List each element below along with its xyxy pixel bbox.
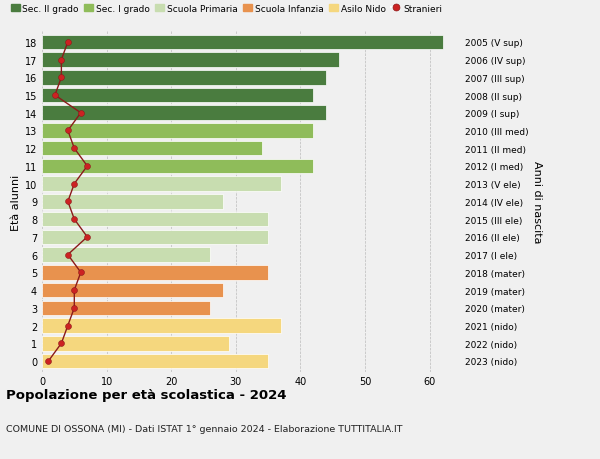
Point — [82, 163, 92, 170]
Bar — [42, 213, 268, 227]
Point — [82, 234, 92, 241]
Bar — [42, 159, 313, 174]
Point — [76, 269, 86, 276]
Bar — [42, 124, 313, 139]
Point — [56, 340, 66, 347]
Point — [56, 57, 66, 64]
Bar — [42, 354, 268, 369]
Bar — [42, 336, 229, 351]
Text: COMUNE DI OSSONA (MI) - Dati ISTAT 1° gennaio 2024 - Elaborazione TUTTITALIA.IT: COMUNE DI OSSONA (MI) - Dati ISTAT 1° ge… — [6, 425, 403, 434]
Point — [70, 304, 79, 312]
Bar — [42, 283, 223, 298]
Bar — [42, 319, 281, 333]
Bar — [42, 177, 281, 191]
Bar — [42, 53, 339, 67]
Point — [70, 216, 79, 224]
Bar — [42, 301, 210, 315]
Text: Popolazione per età scolastica - 2024: Popolazione per età scolastica - 2024 — [6, 388, 287, 401]
Y-axis label: Età alunni: Età alunni — [11, 174, 20, 230]
Bar — [42, 195, 223, 209]
Bar — [42, 106, 326, 121]
Bar — [42, 230, 268, 245]
Bar — [42, 71, 326, 85]
Bar — [42, 89, 313, 103]
Legend: Sec. II grado, Sec. I grado, Scuola Primaria, Scuola Infanzia, Asilo Nido, Stran: Sec. II grado, Sec. I grado, Scuola Prim… — [11, 5, 442, 13]
Point — [76, 110, 86, 117]
Point — [70, 145, 79, 152]
Point — [50, 92, 60, 100]
Bar — [42, 265, 268, 280]
Bar — [42, 35, 443, 50]
Point — [63, 252, 73, 259]
Point — [63, 198, 73, 206]
Point — [70, 287, 79, 294]
Point — [63, 39, 73, 46]
Y-axis label: Anni di nascita: Anni di nascita — [532, 161, 542, 243]
Bar — [42, 248, 210, 262]
Point — [44, 358, 53, 365]
Point — [70, 180, 79, 188]
Point — [63, 128, 73, 135]
Bar — [42, 142, 262, 156]
Point — [56, 74, 66, 82]
Point — [63, 322, 73, 330]
